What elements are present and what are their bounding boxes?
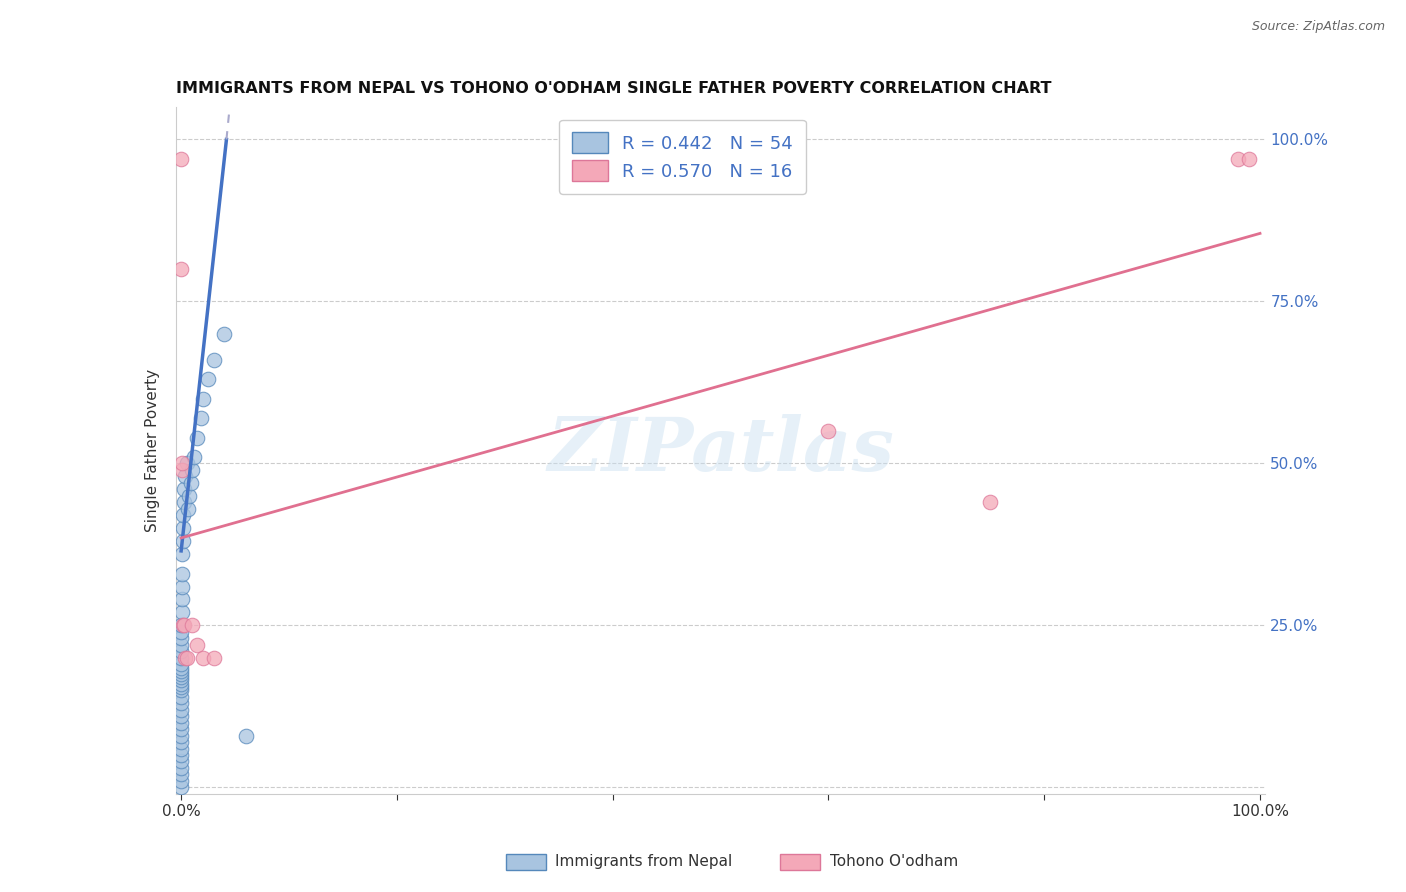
- Text: Tohono O'odham: Tohono O'odham: [830, 855, 957, 869]
- Text: IMMIGRANTS FROM NEPAL VS TOHONO O'ODHAM SINGLE FATHER POVERTY CORRELATION CHART: IMMIGRANTS FROM NEPAL VS TOHONO O'ODHAM …: [176, 81, 1052, 96]
- Point: [172, 534, 194, 549]
- Point: [170, 729, 193, 743]
- Text: Source: ZipAtlas.com: Source: ZipAtlas.com: [1251, 20, 1385, 33]
- Point: [1237, 152, 1260, 166]
- Point: [170, 618, 193, 632]
- Point: [170, 660, 193, 674]
- Point: [172, 592, 194, 607]
- Point: [214, 326, 236, 341]
- Point: [173, 495, 195, 509]
- Point: [170, 262, 193, 277]
- Point: [176, 457, 198, 471]
- Point: [170, 664, 193, 678]
- Point: [172, 618, 194, 632]
- Text: Immigrants from Nepal: Immigrants from Nepal: [555, 855, 733, 869]
- Point: [172, 566, 194, 581]
- Text: ZIPatlas: ZIPatlas: [547, 414, 894, 487]
- Point: [176, 650, 198, 665]
- Point: [170, 644, 193, 658]
- Point: [183, 450, 205, 464]
- Point: [202, 650, 225, 665]
- Point: [191, 650, 214, 665]
- Legend: R = 0.442   N = 54, R = 0.570   N = 16: R = 0.442 N = 54, R = 0.570 N = 16: [560, 120, 806, 194]
- Point: [186, 638, 208, 652]
- Point: [170, 673, 193, 688]
- Point: [170, 680, 193, 694]
- Point: [170, 715, 193, 730]
- Point: [180, 475, 202, 490]
- Point: [202, 352, 225, 367]
- Point: [170, 152, 193, 166]
- Point: [181, 463, 204, 477]
- Point: [170, 670, 193, 684]
- Point: [191, 392, 214, 406]
- Point: [170, 755, 193, 769]
- Point: [170, 657, 193, 672]
- Point: [170, 747, 193, 762]
- Point: [979, 495, 1001, 509]
- Point: [170, 773, 193, 788]
- Point: [170, 683, 193, 698]
- FancyBboxPatch shape: [780, 854, 820, 870]
- Point: [170, 624, 193, 639]
- Point: [172, 508, 194, 523]
- Point: [172, 463, 194, 477]
- Point: [170, 741, 193, 756]
- FancyBboxPatch shape: [506, 854, 546, 870]
- Point: [170, 677, 193, 691]
- Point: [170, 632, 193, 646]
- Point: [177, 489, 200, 503]
- Point: [172, 521, 194, 535]
- Point: [173, 483, 195, 497]
- Point: [170, 667, 193, 681]
- Point: [170, 696, 193, 710]
- Point: [176, 501, 198, 516]
- Point: [170, 722, 193, 736]
- Point: [235, 729, 257, 743]
- Point: [170, 767, 193, 781]
- Point: [170, 709, 193, 723]
- Point: [173, 618, 195, 632]
- Point: [170, 650, 193, 665]
- Point: [170, 735, 193, 749]
- Point: [170, 638, 193, 652]
- Point: [186, 430, 208, 444]
- Point: [817, 424, 839, 438]
- Point: [170, 761, 193, 775]
- Point: [174, 650, 197, 665]
- Point: [170, 703, 193, 717]
- Point: [170, 780, 193, 795]
- Point: [1227, 152, 1250, 166]
- Point: [170, 690, 193, 704]
- Point: [190, 411, 212, 425]
- Point: [172, 547, 194, 561]
- Point: [181, 618, 204, 632]
- Point: [197, 372, 219, 386]
- Point: [172, 606, 194, 620]
- Point: [172, 457, 194, 471]
- Point: [174, 469, 197, 483]
- Y-axis label: Single Father Poverty: Single Father Poverty: [145, 369, 160, 532]
- Point: [172, 580, 194, 594]
